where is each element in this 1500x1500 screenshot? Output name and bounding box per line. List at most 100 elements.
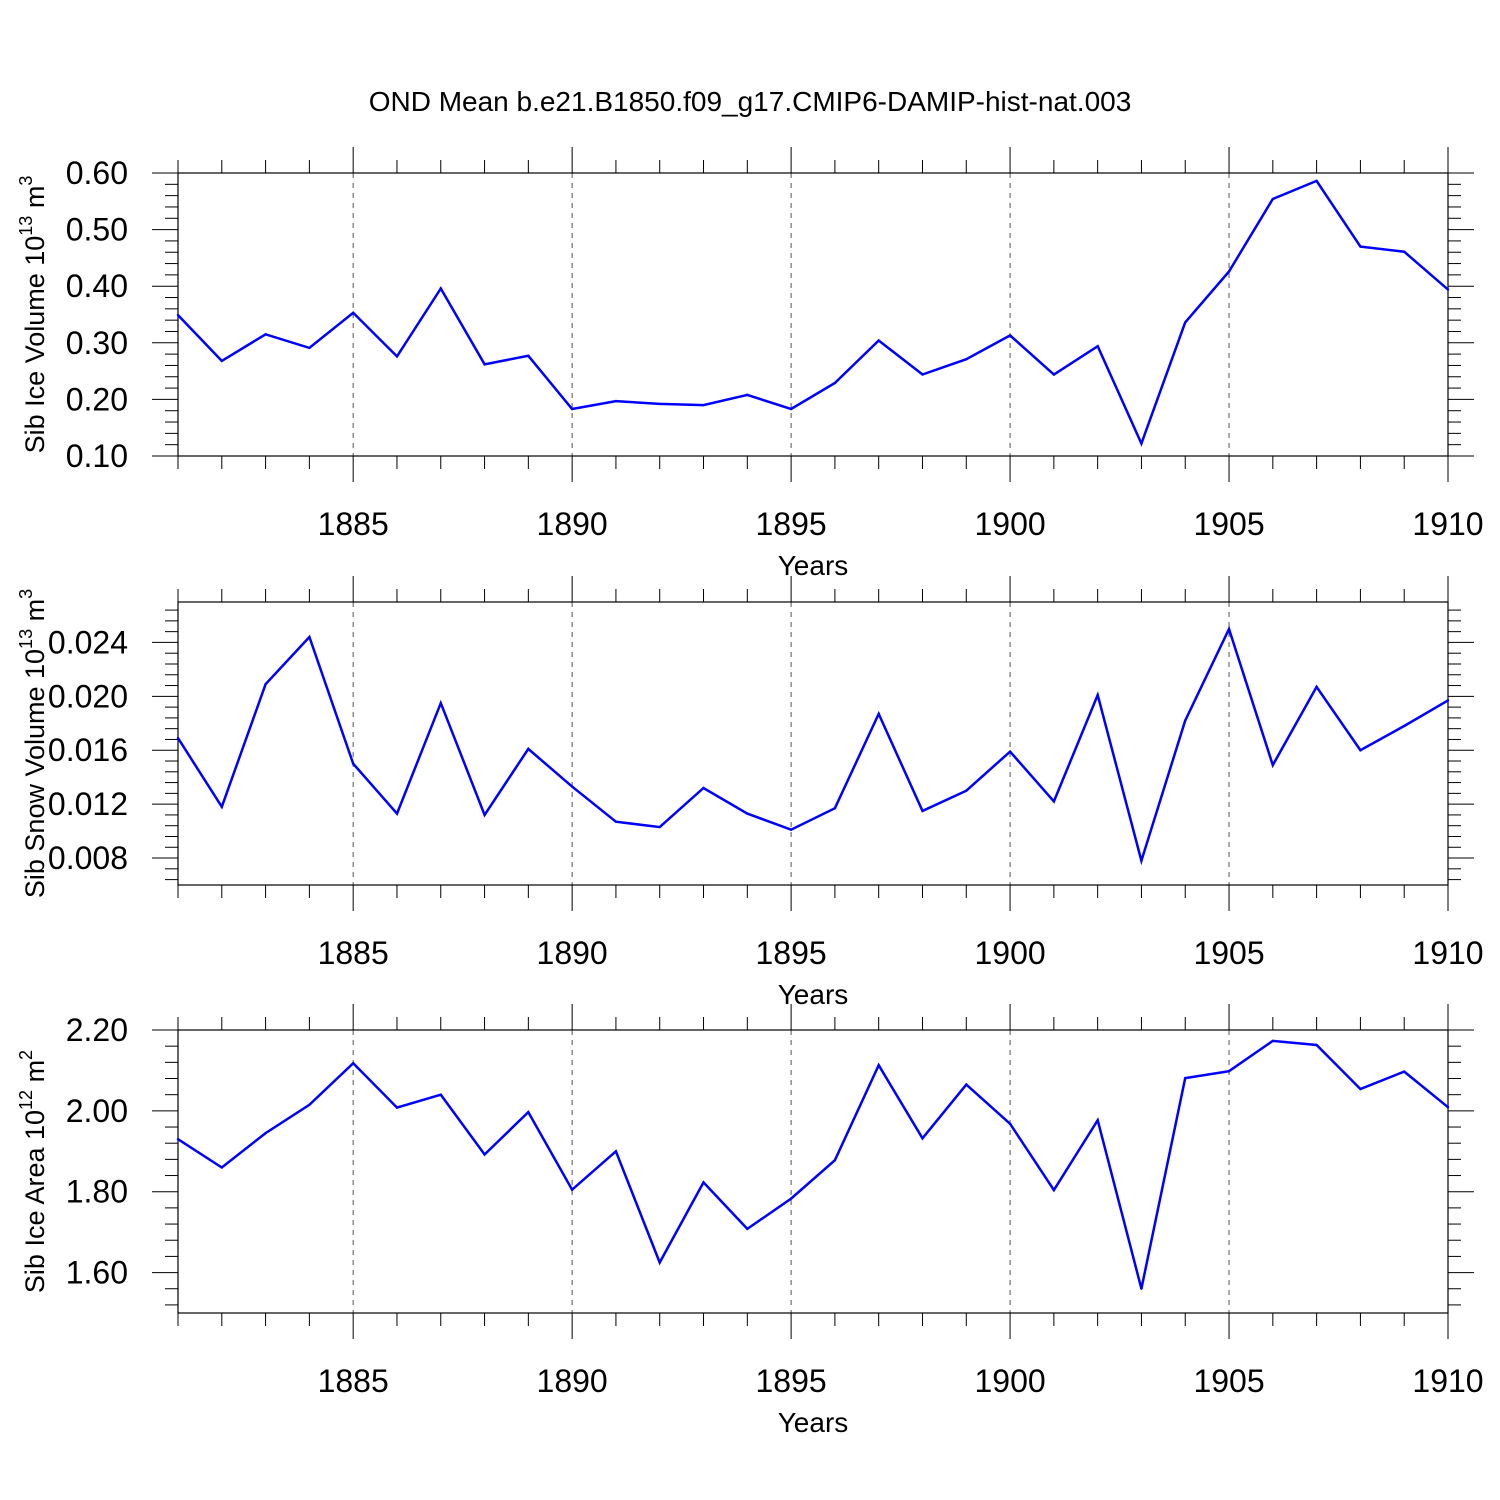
- data-point-1898: [921, 1137, 924, 1140]
- data-point-1887: [439, 1093, 442, 1096]
- data-point-1898: [921, 373, 924, 376]
- data-point-1909: [1403, 724, 1406, 728]
- data-point-1883: [264, 1131, 267, 1135]
- data-point-1881: [176, 736, 180, 740]
- data-point-1895: [789, 407, 793, 411]
- data-point-1882: [220, 1166, 223, 1169]
- data-point-1891: [614, 1150, 618, 1153]
- data-point-1892: [658, 1261, 661, 1264]
- y-tick-label: 0.016: [48, 732, 128, 768]
- data-point-1910: [1446, 1106, 1450, 1109]
- data-point-1881: [176, 1137, 180, 1141]
- data-point-1900: [1008, 1122, 1012, 1125]
- data-point-1888: [483, 363, 486, 366]
- data-point-1889: [527, 747, 530, 751]
- series-line: [177, 1039, 1449, 1290]
- data-point-1902: [1096, 693, 1099, 697]
- data-point-1892: [658, 825, 661, 829]
- plot-frame: [177, 1029, 1449, 1314]
- data-point-1907: [1315, 1043, 1318, 1047]
- x-tick-label-1900: 1900: [974, 506, 1045, 542]
- data-point-1881: [176, 313, 180, 317]
- data-point-1906: [1271, 763, 1275, 767]
- data-point-1896: [833, 1158, 837, 1162]
- data-point-1894: [746, 1227, 749, 1231]
- data-point-1885: [351, 311, 355, 315]
- data-point-1897: [877, 339, 880, 342]
- x-tick-label-1885: 1885: [318, 935, 389, 971]
- data-point-1890: [570, 1188, 574, 1191]
- y-tick-label: 0.30: [66, 325, 128, 361]
- data-point-1883: [264, 683, 267, 686]
- x-tick-label-1900: 1900: [974, 1363, 1045, 1399]
- data-point-1886: [395, 812, 399, 815]
- y-tick-label: 1.80: [66, 1174, 128, 1210]
- data-point-1899: [965, 789, 968, 792]
- data-point-1882: [220, 805, 223, 809]
- data-point-1900: [1008, 334, 1012, 337]
- data-point-1885: [351, 762, 355, 765]
- x-tick-label-1905: 1905: [1193, 506, 1264, 542]
- plot-frame: [177, 601, 1449, 886]
- x-axis-label: Years: [778, 550, 849, 581]
- x-tick-label-1890: 1890: [537, 506, 608, 542]
- data-point-1891: [614, 399, 618, 403]
- y-tick-label: 0.012: [48, 786, 128, 822]
- data-point-1906: [1271, 197, 1275, 201]
- data-point-1909: [1403, 250, 1406, 253]
- y-tick-label: 0.60: [66, 155, 128, 191]
- data-point-1893: [702, 786, 705, 790]
- data-point-1905: [1227, 1070, 1231, 1073]
- y-tick-label: 2.00: [66, 1093, 128, 1129]
- data-point-1895: [789, 828, 793, 831]
- data-point-1889: [527, 1110, 530, 1114]
- data-point-1885: [351, 1061, 355, 1065]
- data-point-1902: [1096, 1118, 1099, 1122]
- figure-title: OND Mean b.e21.B1850.f09_g17.CMIP6-DAMIP…: [369, 86, 1132, 117]
- y-tick-label: 2.20: [66, 1012, 128, 1048]
- y-tick-label: 0.008: [48, 840, 128, 876]
- series-line: [177, 179, 1449, 447]
- data-point-1886: [395, 355, 399, 358]
- y-tick-label: 0.40: [66, 268, 128, 304]
- x-tick-label-1905: 1905: [1193, 1363, 1264, 1399]
- panel-2: 0.008 0.012 0.016 0.020 0.024 1885 1890 1895 190…: [16, 576, 1484, 1010]
- data-point-1892: [658, 402, 661, 406]
- y-tick-label: 0.10: [66, 438, 128, 474]
- y-tick-label: 0.020: [48, 678, 128, 714]
- x-tick-label-1910: 1910: [1412, 935, 1483, 971]
- data-point-1883: [264, 333, 267, 336]
- data-point-1907: [1315, 179, 1318, 183]
- data-point-1901: [1052, 800, 1056, 803]
- data-point-1898: [921, 809, 924, 813]
- x-tick-label-1890: 1890: [537, 1363, 608, 1399]
- data-point-1907: [1315, 685, 1318, 689]
- x-tick-label-1900: 1900: [974, 935, 1045, 971]
- y-tick-label: 0.50: [66, 212, 128, 248]
- data-point-1890: [570, 785, 574, 788]
- y-tick-label: 0.024: [48, 624, 128, 660]
- y-tick-label: 1.60: [66, 1255, 128, 1291]
- data-point-1909: [1403, 1070, 1406, 1073]
- x-tick-label-1910: 1910: [1412, 506, 1483, 542]
- y-tick-label: 0.20: [66, 381, 128, 417]
- data-point-1902: [1096, 344, 1099, 348]
- panel-1: 0.10 0.20 0.30 0.40 0.50 0.60 1885 1890 1895 1900…: [16, 147, 1484, 581]
- data-point-1884: [308, 635, 311, 639]
- data-point-1893: [702, 403, 705, 407]
- data-point-1908: [1359, 245, 1362, 248]
- y-axis-label: Sib Ice Area 1012 m2: [16, 1050, 50, 1293]
- x-tick-label-1885: 1885: [318, 506, 389, 542]
- data-point-1897: [877, 1063, 880, 1067]
- data-point-1896: [833, 381, 837, 385]
- data-point-1887: [439, 287, 442, 290]
- data-point-1897: [877, 712, 880, 716]
- series-line: [176, 625, 1449, 866]
- data-point-1891: [614, 820, 618, 823]
- data-point-1904: [1184, 719, 1187, 722]
- data-point-1908: [1359, 1087, 1362, 1091]
- x-tick-label-1890: 1890: [537, 935, 608, 971]
- data-point-1887: [439, 701, 442, 705]
